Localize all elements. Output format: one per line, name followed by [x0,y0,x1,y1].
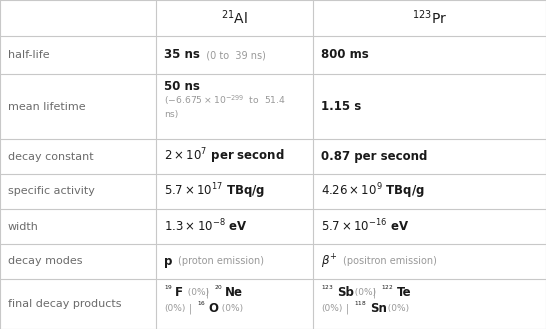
Text: (0%): (0%) [164,305,186,314]
Text: (0%): (0%) [182,289,209,297]
Text: half-life: half-life [8,50,50,60]
Text: decay constant: decay constant [8,151,93,162]
Text: $5.7\times10^{17}$ TBq/g: $5.7\times10^{17}$ TBq/g [164,182,265,201]
Text: Te: Te [397,287,412,299]
Text: $5.7\times10^{-16}$ eV: $5.7\times10^{-16}$ eV [321,218,409,235]
Text: width: width [8,221,39,232]
Text: decay modes: decay modes [8,257,82,266]
Text: Sn: Sn [370,302,387,316]
Text: (positron emission): (positron emission) [343,257,437,266]
Text: $2\times10^{7}$ per second: $2\times10^{7}$ per second [164,147,284,166]
Text: (0%): (0%) [216,305,243,314]
Text: $(-6.675\times10^{-299}$  to  51.4: $(-6.675\times10^{-299}$ to 51.4 [164,93,286,107]
Text: O: O [208,302,218,316]
Text: |: | [373,288,376,298]
Text: ns): ns) [164,111,178,119]
Text: Ne: Ne [225,287,243,299]
Text: $1.3\times10^{-8}$ eV: $1.3\times10^{-8}$ eV [164,218,248,235]
Text: p: p [164,255,173,268]
Text: 1.15 s: 1.15 s [321,100,361,113]
Text: $^{123}$: $^{123}$ [321,285,334,293]
Text: |: | [206,288,209,298]
Text: $\beta^{+}$: $\beta^{+}$ [321,252,337,271]
Text: $^{21}$Al: $^{21}$Al [221,9,248,27]
Text: final decay products: final decay products [8,299,122,309]
Text: mean lifetime: mean lifetime [8,102,86,112]
Text: $^{122}$: $^{122}$ [381,285,394,293]
Text: 0.87 per second: 0.87 per second [321,150,428,163]
Text: $^{19}$: $^{19}$ [164,285,173,293]
Text: $4.26\times10^{9}$ TBq/g: $4.26\times10^{9}$ TBq/g [321,182,425,201]
Text: (0%): (0%) [321,305,342,314]
Text: $^{16}$: $^{16}$ [197,300,206,310]
Text: |: | [346,304,349,314]
Text: (0%): (0%) [382,305,409,314]
Text: Sb: Sb [337,287,354,299]
Text: $^{123}$Pr: $^{123}$Pr [412,9,447,27]
Text: 35 ns: 35 ns [164,48,200,62]
Text: (0%): (0%) [349,289,376,297]
Text: |: | [189,304,192,314]
Text: (proton emission): (proton emission) [178,257,264,266]
Text: $^{20}$: $^{20}$ [214,285,223,293]
Text: (0 to  39 ns): (0 to 39 ns) [200,50,266,60]
Text: $^{118}$: $^{118}$ [354,300,367,310]
Text: 50 ns: 50 ns [164,80,200,92]
Text: 800 ms: 800 ms [321,48,369,62]
Text: F: F [175,287,183,299]
Text: specific activity: specific activity [8,187,95,196]
